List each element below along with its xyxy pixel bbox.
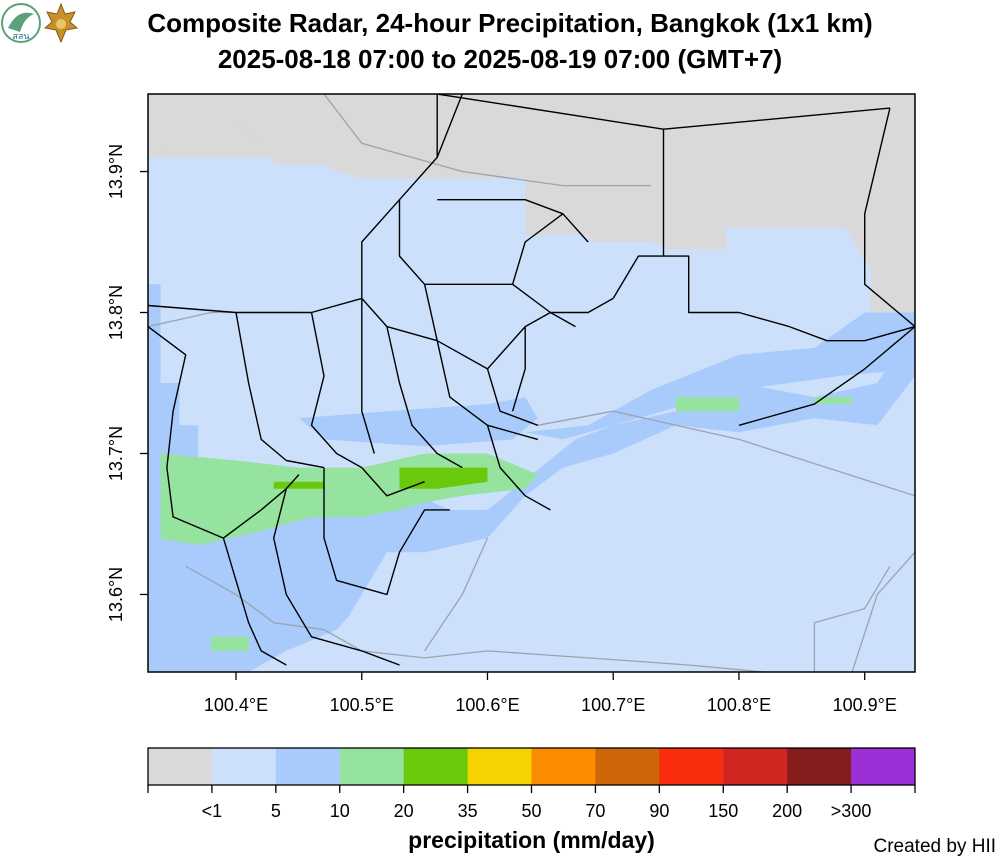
x-tick-label: 100.7°E <box>581 695 645 715</box>
district-boundary-16 <box>612 255 915 342</box>
colorbar-swatch <box>403 748 469 785</box>
x-tick-label: 100.9°E <box>833 695 897 715</box>
colorbar-swatch <box>211 748 277 785</box>
district-boundary-23 <box>222 537 287 666</box>
colorbar-swatch <box>595 748 660 785</box>
province-boundary-2 <box>537 410 915 497</box>
province-boundary-6 <box>813 565 891 672</box>
hii-logo: สสน <box>0 2 42 49</box>
district-boundary-21 <box>273 488 400 666</box>
plot-frame <box>147 93 916 673</box>
colorbar-swatch <box>275 748 341 785</box>
district-boundary-0 <box>148 326 300 539</box>
province-boundary-3 <box>185 565 325 631</box>
district-boundary-5 <box>386 326 463 469</box>
x-tick-label: 100.8°E <box>707 695 771 715</box>
colorbar-swatch <box>531 748 596 785</box>
colorbar-label: 10 <box>330 801 350 821</box>
precip-zone-8 <box>814 397 853 405</box>
district-boundary-19 <box>738 326 915 426</box>
colorbar-label: 5 <box>271 801 281 821</box>
y-tick-label: 13.6°N <box>106 567 126 622</box>
province-boundary-1 <box>323 94 651 187</box>
district-boundary-14 <box>511 326 526 412</box>
district-boundary-25 <box>486 425 551 511</box>
district-boundary-6 <box>436 340 538 441</box>
colorbar-label: 70 <box>585 801 605 821</box>
royal-emblem-logo <box>42 2 80 49</box>
y-tick-label: 13.7°N <box>106 426 126 481</box>
province-boundary-7 <box>424 537 489 652</box>
colorbar-title: precipitation (mm/day) <box>408 827 655 853</box>
district-boundary-8 <box>436 94 463 158</box>
colorbar-label: 20 <box>394 801 414 821</box>
x-tick-label: 100.5°E <box>330 695 394 715</box>
colorbar-label: 90 <box>649 801 669 821</box>
y-tick-label: 13.8°N <box>106 285 126 340</box>
district-boundary-15 <box>550 297 614 314</box>
district-boundary-10 <box>398 199 438 341</box>
district-boundary-2 <box>235 312 325 469</box>
precip-zone-2 <box>148 122 262 151</box>
precip-zone-10 <box>273 481 324 489</box>
district-boundary-12 <box>511 213 564 285</box>
colorbar-swatch <box>723 748 788 785</box>
district-boundary-11 <box>424 283 576 328</box>
x-tick-label: 100.4°E <box>204 695 268 715</box>
district-boundary-18 <box>864 107 915 328</box>
colorbar-swatch <box>787 748 852 785</box>
district-boundary-3 <box>310 312 363 469</box>
precip-zone-4 <box>525 312 915 440</box>
precip-zone-1 <box>148 94 915 327</box>
province-boundary-5 <box>851 551 915 672</box>
colorbar-swatch <box>467 748 532 785</box>
district-boundary-20 <box>437 94 664 130</box>
colorbar-label: 150 <box>708 801 738 821</box>
credit-text: Created by HII <box>873 836 997 857</box>
x-tick-label: 100.6°E <box>455 695 519 715</box>
colorbar-swatch <box>659 748 724 785</box>
colorbar-label: >300 <box>831 801 872 821</box>
colorbar-label: 35 <box>458 801 478 821</box>
district-boundary-24 <box>361 467 425 497</box>
colorbar-label: <1 <box>202 801 223 821</box>
colorbar-swatch <box>148 748 213 785</box>
colorbar-label: 200 <box>772 801 802 821</box>
y-tick-label: 13.9°N <box>106 144 126 199</box>
precip-zone-9 <box>210 636 249 651</box>
colorbar-swatch <box>339 748 405 785</box>
precip-zone-5 <box>298 397 538 447</box>
chart-title: Composite Radar, 24-hour Precipitation, … <box>147 8 873 38</box>
chart-subtitle: 2025-08-18 07:00 to 2025-08-19 07:00 (GM… <box>217 44 783 74</box>
colorbar-swatch <box>851 748 916 785</box>
district-boundary-9 <box>437 198 589 243</box>
precip-zone-7 <box>676 397 739 412</box>
hii-logo-text: สสน <box>12 32 29 42</box>
district-boundary-4 <box>361 298 375 454</box>
district-boundary-22 <box>323 467 450 596</box>
colorbar-label: 50 <box>521 801 541 821</box>
